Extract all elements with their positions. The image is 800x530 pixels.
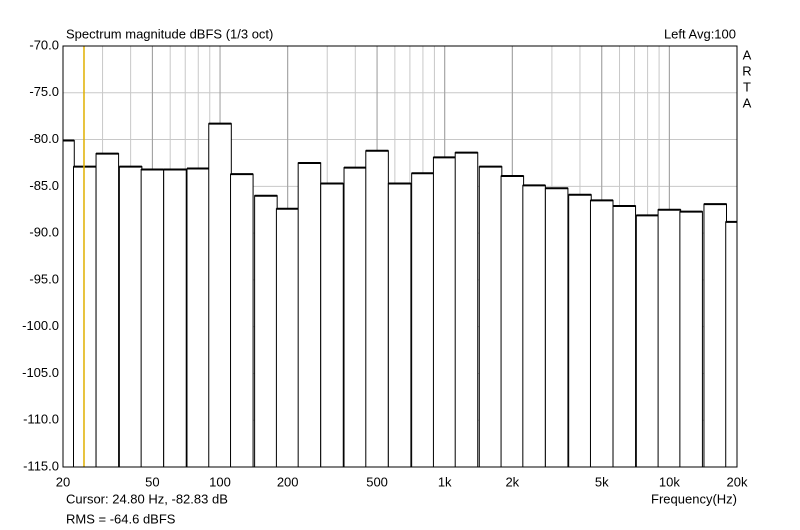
x-tick-label: 20k	[727, 474, 748, 489]
rms-readout: RMS = -64.6 dBFS	[66, 511, 176, 526]
y-tick-label: -95.0	[29, 271, 59, 286]
x-tick-label: 20	[56, 474, 70, 489]
bar	[186, 168, 211, 468]
bar	[365, 150, 389, 468]
y-tick-label: -110.0	[23, 412, 59, 427]
bar	[387, 183, 412, 468]
y-tick-label: -70.0	[29, 37, 59, 52]
chart-title: Spectrum magnitude dBFS (1/3 oct)	[66, 26, 273, 41]
bar	[254, 195, 278, 468]
bar	[568, 194, 592, 468]
bar	[140, 168, 165, 468]
x-tick-label: 10k	[659, 474, 680, 489]
y-tick-label: -100.0	[22, 318, 59, 333]
bar	[679, 211, 703, 468]
bar	[163, 168, 187, 468]
y-tick-label: -85.0	[29, 178, 59, 193]
bar	[230, 173, 254, 468]
bar	[297, 162, 322, 468]
y-tick-label: -105.0	[22, 365, 59, 380]
brand-letter: R	[742, 63, 751, 78]
brand-letter: T	[743, 79, 751, 94]
bar	[320, 183, 344, 468]
bar	[118, 166, 143, 468]
x-tick-label: 200	[277, 474, 299, 489]
bar	[725, 221, 738, 468]
x-tick-label: 100	[209, 474, 231, 489]
x-tick-label: 5k	[595, 474, 609, 489]
y-tick-label: -115.0	[23, 458, 59, 473]
x-tick-label: 500	[366, 474, 388, 489]
brand-letter: A	[743, 47, 752, 62]
bar	[657, 209, 682, 468]
bar	[500, 175, 525, 468]
bar	[454, 152, 479, 468]
bar	[73, 166, 97, 468]
bar	[275, 208, 300, 468]
bar	[589, 199, 614, 468]
plot-frame	[62, 45, 738, 468]
bar	[544, 187, 569, 468]
bar	[522, 184, 546, 468]
bar	[612, 205, 637, 468]
brand-letter: A	[743, 95, 752, 110]
cursor-readout: Cursor: 24.80 Hz, -82.83 dB	[66, 491, 228, 506]
bar	[703, 203, 727, 468]
y-tick-label: -75.0	[29, 84, 59, 99]
bar	[208, 123, 232, 468]
x-tick-label: 2k	[505, 474, 519, 489]
x-axis-label: Frequency(Hz)	[651, 491, 737, 506]
bar	[95, 153, 120, 468]
status-label: Left Avg:100	[664, 26, 736, 41]
y-tick-label: -80.0	[29, 131, 59, 146]
x-tick-label: 50	[145, 474, 159, 489]
y-tick-label: -90.0	[29, 225, 59, 240]
bar	[478, 166, 503, 468]
bar	[411, 172, 435, 468]
bar	[343, 167, 368, 468]
bar	[635, 214, 660, 468]
bar	[432, 156, 457, 468]
x-tick-label: 1k	[438, 474, 452, 489]
bar	[62, 139, 75, 468]
